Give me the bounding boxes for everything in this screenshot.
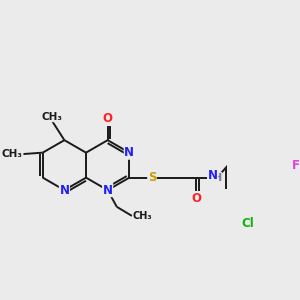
Text: N: N (124, 146, 134, 159)
Text: O: O (103, 112, 113, 125)
Text: S: S (148, 171, 156, 184)
Text: N: N (208, 169, 218, 182)
Text: Cl: Cl (241, 217, 254, 230)
Text: F: F (292, 159, 300, 172)
Text: CH₃: CH₃ (2, 149, 23, 159)
Text: H: H (212, 172, 222, 183)
Text: CH₃: CH₃ (42, 112, 63, 122)
Text: CH₃: CH₃ (133, 211, 152, 221)
Text: O: O (191, 192, 201, 205)
Text: N: N (103, 184, 113, 196)
Text: N: N (59, 184, 69, 196)
